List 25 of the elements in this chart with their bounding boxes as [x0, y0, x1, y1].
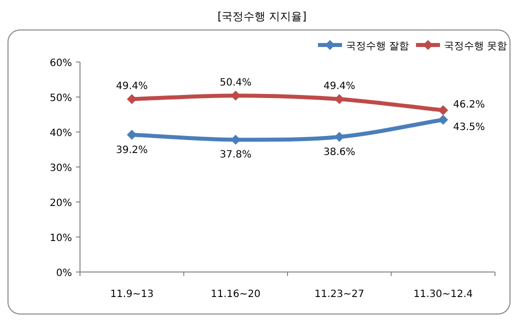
- data-label: 49.4%: [116, 81, 148, 92]
- y-tick-label: 0%: [56, 268, 72, 279]
- chart-title: [국정수행 지지율]: [217, 10, 307, 23]
- data-label: 49.4%: [323, 81, 356, 92]
- y-tick-label: 30%: [50, 163, 72, 174]
- data-label: 43.5%: [453, 122, 485, 133]
- x-tick-label: 11.30~12.4: [413, 289, 473, 300]
- legend-label: 국정수행 잘함: [346, 41, 410, 52]
- data-label: 39.2%: [116, 144, 148, 156]
- y-tick-label: 10%: [50, 233, 72, 244]
- data-label: 37.8%: [220, 150, 252, 161]
- y-tick-label: 50%: [50, 93, 72, 104]
- point: [334, 132, 344, 142]
- legend-label: 국정수행 못함: [444, 41, 508, 52]
- y-tick-label: 20%: [50, 198, 72, 209]
- data-label: 50.4%: [220, 78, 252, 89]
- point: [438, 105, 448, 116]
- x-tick-label: 11.9~13: [110, 289, 154, 300]
- point: [438, 114, 448, 125]
- data-label: 38.6%: [323, 146, 356, 158]
- data-label: 46.2%: [453, 99, 485, 110]
- x-tick-label: 11.23~27: [314, 289, 364, 300]
- x-tick-label: 11.16~20: [210, 289, 260, 300]
- y-tick-label: 40%: [50, 128, 72, 139]
- y-tick-label: 60%: [50, 58, 72, 69]
